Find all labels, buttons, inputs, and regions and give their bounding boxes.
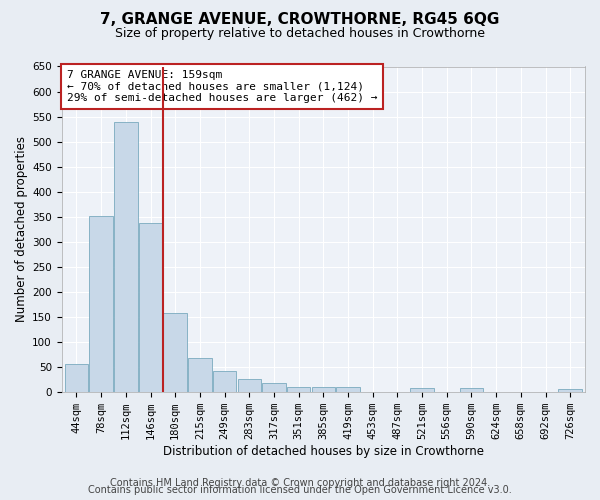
Bar — [311, 387, 335, 392]
X-axis label: Distribution of detached houses by size in Crowthorne: Distribution of detached houses by size … — [163, 444, 484, 458]
Bar — [213, 370, 236, 392]
Bar — [139, 222, 162, 392]
Bar — [188, 358, 212, 392]
Bar — [238, 379, 261, 392]
Text: 7 GRANGE AVENUE: 159sqm
← 70% of detached houses are smaller (1,124)
29% of semi: 7 GRANGE AVENUE: 159sqm ← 70% of detache… — [67, 70, 377, 103]
Bar — [287, 386, 310, 392]
Bar — [559, 388, 582, 392]
Bar — [410, 388, 434, 392]
Text: 7, GRANGE AVENUE, CROWTHORNE, RG45 6QG: 7, GRANGE AVENUE, CROWTHORNE, RG45 6QG — [100, 12, 500, 28]
Bar — [89, 216, 113, 392]
Bar — [460, 388, 483, 392]
Bar — [262, 382, 286, 392]
Text: Contains HM Land Registry data © Crown copyright and database right 2024.: Contains HM Land Registry data © Crown c… — [110, 478, 490, 488]
Text: Size of property relative to detached houses in Crowthorne: Size of property relative to detached ho… — [115, 28, 485, 40]
Bar — [114, 122, 137, 392]
Y-axis label: Number of detached properties: Number of detached properties — [15, 136, 28, 322]
Bar — [65, 364, 88, 392]
Bar — [336, 387, 360, 392]
Bar — [163, 313, 187, 392]
Text: Contains public sector information licensed under the Open Government Licence v3: Contains public sector information licen… — [88, 485, 512, 495]
